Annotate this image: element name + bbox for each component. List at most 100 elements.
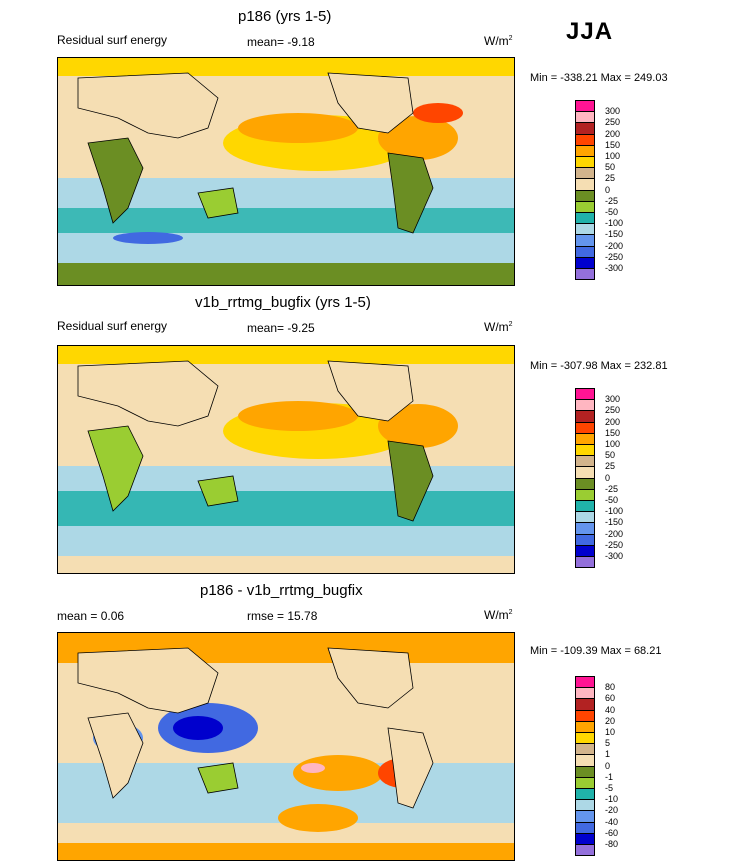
panel1-minmax: Min = -338.21 Max = 249.03 <box>530 72 668 84</box>
panel2-title: v1b_rrtmg_bugfix (yrs 1-5) <box>195 294 371 311</box>
panel1-variable-label: Residual surf energy <box>57 33 168 47</box>
colorbar-tick-label: -25 <box>605 483 619 494</box>
colorbar-tick-label: 0 <box>605 472 611 483</box>
colorbar-tick-label: -250 <box>605 251 624 262</box>
colorbar-tick-label: 150 <box>605 139 621 150</box>
panel3-mean-label: mean = 0.06 <box>57 609 125 623</box>
atlantic-red <box>413 103 463 123</box>
colorbar-tick-label: 300 <box>605 106 621 117</box>
arctic-band <box>58 346 514 364</box>
panel1-colorbar: 300 250 200 150 100 50 25 0 -25 -50 -100 -150 -200 -2… <box>575 100 635 281</box>
units-sup: 2 <box>508 321 513 328</box>
panel3-colorbar: 80 60 40 20 10 5 1 0 -1 -5 -10 -20 -40 -60 -80 <box>575 676 635 857</box>
australia-land <box>197 187 239 219</box>
south-america-land <box>387 152 434 234</box>
eurasia-land <box>77 647 219 714</box>
colorbar-box <box>575 268 595 281</box>
panel1-title: p186 (yrs 1-5) <box>238 8 332 25</box>
panel1-map-svg <box>58 58 514 285</box>
season-label: JJA <box>566 18 614 45</box>
north-america-land <box>327 647 414 709</box>
colorbar-tick-label: 1 <box>605 749 611 760</box>
colorbar-tick-label: -20 <box>605 805 619 816</box>
colorbar-tick-label: 5 <box>605 738 611 749</box>
colorbar-tick-label: 150 <box>605 427 621 438</box>
colorbar-tick-label: 10 <box>605 727 616 737</box>
units-sup: 2 <box>508 609 513 616</box>
panel3-units: W/m2 <box>484 608 513 622</box>
antarctica <box>58 556 514 573</box>
colorbar-tick-label: -60 <box>605 827 619 838</box>
panel1-mean-label: mean= -9.18 <box>247 35 315 49</box>
colorbar-tick-label: -200 <box>605 528 624 539</box>
colorbar-tick-label: -300 <box>605 263 624 273</box>
africa-land <box>87 425 144 512</box>
colorbar-tick-label: 250 <box>605 117 621 128</box>
colorbar-tick-label: 0 <box>605 760 611 771</box>
colorbar-tick-label: 200 <box>605 128 621 139</box>
pacific-north-orange <box>238 401 358 431</box>
southern-ocean-teal <box>58 491 514 526</box>
colorbar-tick-label: -150 <box>605 517 624 528</box>
colorbar-tick-label: -80 <box>605 839 619 849</box>
arctic-band <box>58 58 514 76</box>
panel3-minmax: Min = -109.39 Max = 68.21 <box>530 645 662 657</box>
north-america-land <box>327 72 414 134</box>
maritime-continent-darkblue <box>173 716 223 740</box>
colorbar-tick-label: 50 <box>605 450 616 461</box>
antarctica <box>58 843 514 860</box>
colorbar-tick-label: 25 <box>605 461 616 472</box>
colorbar-tick-label: -150 <box>605 229 624 240</box>
africa-land <box>87 137 144 224</box>
australia-land <box>197 762 239 794</box>
colorbar-box <box>575 556 595 569</box>
colorbar-tick-label: -10 <box>605 794 619 805</box>
australia-land <box>197 475 239 507</box>
colorbar-tick-label: -5 <box>605 783 614 793</box>
colorbar-tick-label: -100 <box>605 506 624 517</box>
panel2-units: W/m2 <box>484 320 513 334</box>
eurasia-land <box>77 72 219 139</box>
atlantic-warm <box>378 116 458 160</box>
panel3-rmse-label: rmse = 15.78 <box>247 609 318 623</box>
colorbar-tick-label: 60 <box>605 693 616 704</box>
panel3-map-svg <box>58 633 514 860</box>
colorbar-tick-label: -1 <box>605 771 614 782</box>
eurasia-land <box>77 360 219 427</box>
colorbar-box <box>575 844 595 857</box>
colorbar-tick-label: 40 <box>605 704 616 715</box>
units-text: W/m <box>484 34 509 48</box>
panel3-map <box>57 632 515 861</box>
colorbar-tick-label: 80 <box>605 682 616 693</box>
panel2-variable-label: Residual surf energy <box>57 319 168 333</box>
colorbar-tick-label: 20 <box>605 715 616 726</box>
panel2-mean-label: mean= -9.25 <box>247 321 315 335</box>
colorbar-tick-label: 25 <box>605 173 616 184</box>
colorbar-tick-label: 50 <box>605 162 616 173</box>
units-sup: 2 <box>508 35 513 42</box>
colorbar-tick-label: -250 <box>605 539 624 550</box>
north-america-land <box>327 360 414 422</box>
antarctica <box>58 263 514 285</box>
southern-ocean-teal <box>58 208 514 233</box>
units-text: W/m <box>484 608 509 622</box>
colorbar-tick-label: 0 <box>605 184 611 195</box>
colorbar-tick-label: 100 <box>605 439 621 449</box>
atlantic-warm <box>378 404 458 448</box>
colorbar-tick-label: 200 <box>605 416 621 427</box>
colorbar-tick-label: -25 <box>605 195 619 206</box>
pacific-orange <box>293 755 383 791</box>
southern-blue-patch <box>113 232 183 244</box>
colorbar-tick-label: -50 <box>605 207 619 217</box>
colorbar-tick-label: 100 <box>605 151 621 161</box>
colorbar-tick-label: -100 <box>605 218 624 229</box>
colorbar-tick-label: 300 <box>605 394 621 405</box>
pacific-north-orange <box>238 113 358 143</box>
south-america-land <box>387 440 434 522</box>
panel2-minmax: Min = -307.98 Max = 232.81 <box>530 360 668 372</box>
colorbar-tick-label: 250 <box>605 405 621 416</box>
panel3-title: p186 - v1b_rrtmg_bugfix <box>200 582 363 599</box>
panel1-units: W/m2 <box>484 34 513 48</box>
panel2-colorbar: 300 250 200 150 100 50 25 0 -25 -50 -100 -150 -200 -2… <box>575 388 635 569</box>
units-text: W/m <box>484 320 509 334</box>
